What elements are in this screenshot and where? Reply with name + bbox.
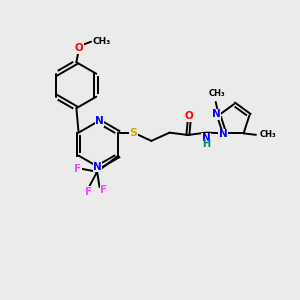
Text: S: S: [129, 128, 137, 138]
Text: F: F: [100, 185, 107, 195]
Text: N: N: [212, 110, 221, 119]
Text: N: N: [93, 162, 102, 172]
Text: CH₃: CH₃: [260, 130, 277, 139]
Text: CH₃: CH₃: [209, 89, 226, 98]
Text: F: F: [85, 187, 92, 196]
Text: O: O: [74, 44, 83, 53]
Text: N: N: [202, 133, 211, 143]
Text: N: N: [219, 129, 227, 139]
Text: F: F: [74, 164, 81, 174]
Text: N: N: [95, 116, 104, 126]
Text: O: O: [185, 111, 194, 121]
Text: H: H: [202, 139, 210, 149]
Text: CH₃: CH₃: [93, 37, 111, 46]
